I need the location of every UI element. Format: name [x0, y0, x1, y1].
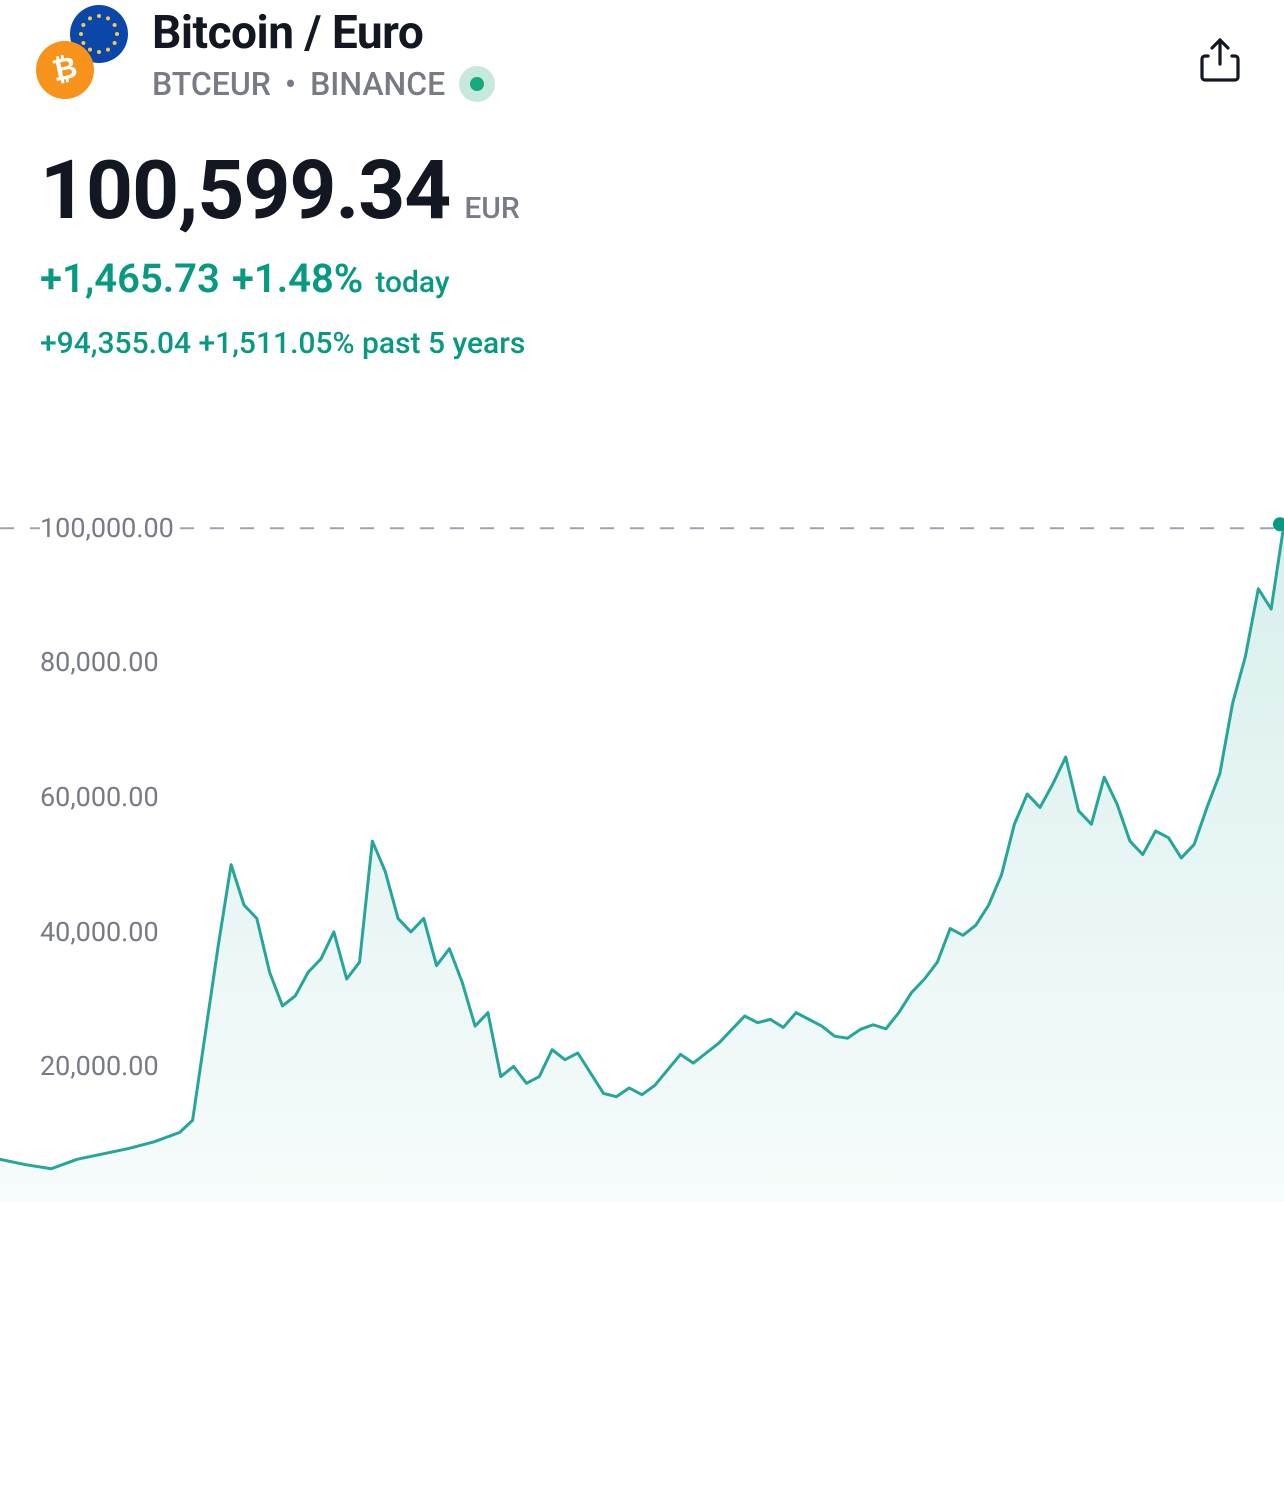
share-icon — [1199, 36, 1241, 84]
ticker: BTCEUR — [152, 65, 271, 103]
market-status-icon — [459, 66, 495, 102]
y-axis-label: 60,000.00 — [40, 781, 163, 813]
y-axis-label: 40,000.00 — [40, 916, 163, 948]
price-chart[interactable]: 20,000.00 40,000.00 60,000.00 80,000.00 100,… — [0, 461, 1284, 1201]
share-button[interactable] — [1196, 36, 1244, 84]
pair-icon: ₿ — [36, 11, 128, 99]
exchange: BINANCE — [310, 65, 445, 103]
title-block: Bitcoin / Euro BTCEUR • BINANCE — [152, 8, 495, 103]
chart-canvas — [0, 461, 1284, 1201]
separator-dot: • — [285, 65, 296, 103]
header: ₿ Bitcoin / Euro BTCEUR • BINANCE — [0, 0, 1284, 103]
y-axis-label: 100,000.00 — [40, 512, 178, 544]
change-absolute: +1,465.73 — [40, 255, 220, 302]
pair-subtitle: BTCEUR • BINANCE — [152, 65, 495, 103]
y-axis-label: 80,000.00 — [40, 646, 163, 678]
price-value: 100,599.34 — [40, 143, 450, 239]
header-left: ₿ Bitcoin / Euro BTCEUR • BINANCE — [36, 8, 495, 103]
price-block: 100,599.34 EUR +1,465.73 +1.48% today +9… — [0, 103, 1284, 361]
change-percent: +1.48% — [232, 255, 363, 302]
pair-title: Bitcoin / Euro — [152, 8, 495, 59]
price-currency: EUR — [464, 191, 519, 226]
change-period: today — [375, 265, 449, 300]
price-line: 100,599.34 EUR — [40, 143, 1244, 239]
y-axis-label: 20,000.00 — [40, 1050, 163, 1082]
change-5y: +94,355.04 +1,511.05% past 5 years — [40, 326, 1244, 361]
change-today: +1,465.73 +1.48% today — [40, 255, 1244, 302]
